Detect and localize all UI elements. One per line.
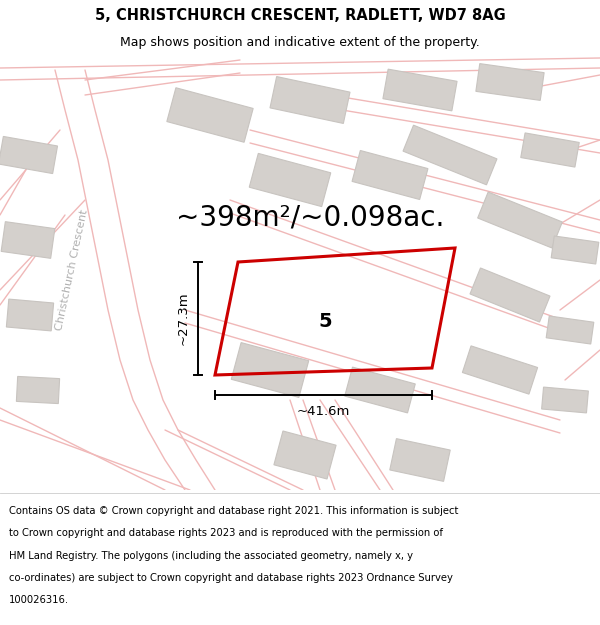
Polygon shape (270, 76, 350, 124)
Polygon shape (249, 153, 331, 207)
Text: Map shows position and indicative extent of the property.: Map shows position and indicative extent… (120, 36, 480, 49)
Polygon shape (551, 236, 599, 264)
Polygon shape (478, 192, 562, 248)
Polygon shape (463, 346, 538, 394)
Text: to Crown copyright and database rights 2023 and is reproduced with the permissio: to Crown copyright and database rights 2… (9, 529, 443, 539)
Polygon shape (403, 125, 497, 185)
Polygon shape (274, 431, 336, 479)
Polygon shape (542, 387, 589, 413)
Polygon shape (383, 69, 457, 111)
Polygon shape (470, 268, 550, 322)
Polygon shape (345, 367, 415, 413)
Text: Contains OS data © Crown copyright and database right 2021. This information is : Contains OS data © Crown copyright and d… (9, 506, 458, 516)
Polygon shape (231, 342, 309, 398)
Polygon shape (390, 439, 450, 481)
Polygon shape (521, 133, 579, 167)
Text: ~41.6m: ~41.6m (297, 405, 350, 418)
Polygon shape (476, 64, 544, 101)
Text: ~398m²/~0.098ac.: ~398m²/~0.098ac. (176, 204, 444, 232)
Polygon shape (1, 222, 55, 258)
Polygon shape (16, 376, 59, 404)
Text: ~27.3m: ~27.3m (177, 292, 190, 345)
Text: 100026316.: 100026316. (9, 595, 69, 605)
Text: Christchurch Crescent: Christchurch Crescent (54, 209, 90, 331)
Polygon shape (7, 299, 53, 331)
Polygon shape (352, 151, 428, 199)
Text: HM Land Registry. The polygons (including the associated geometry, namely x, y: HM Land Registry. The polygons (includin… (9, 551, 413, 561)
Text: 5: 5 (318, 312, 332, 331)
Text: 5, CHRISTCHURCH CRESCENT, RADLETT, WD7 8AG: 5, CHRISTCHURCH CRESCENT, RADLETT, WD7 8… (95, 8, 505, 23)
Polygon shape (0, 136, 58, 174)
Polygon shape (167, 88, 253, 142)
Polygon shape (546, 316, 594, 344)
Text: co-ordinates) are subject to Crown copyright and database rights 2023 Ordnance S: co-ordinates) are subject to Crown copyr… (9, 573, 453, 583)
